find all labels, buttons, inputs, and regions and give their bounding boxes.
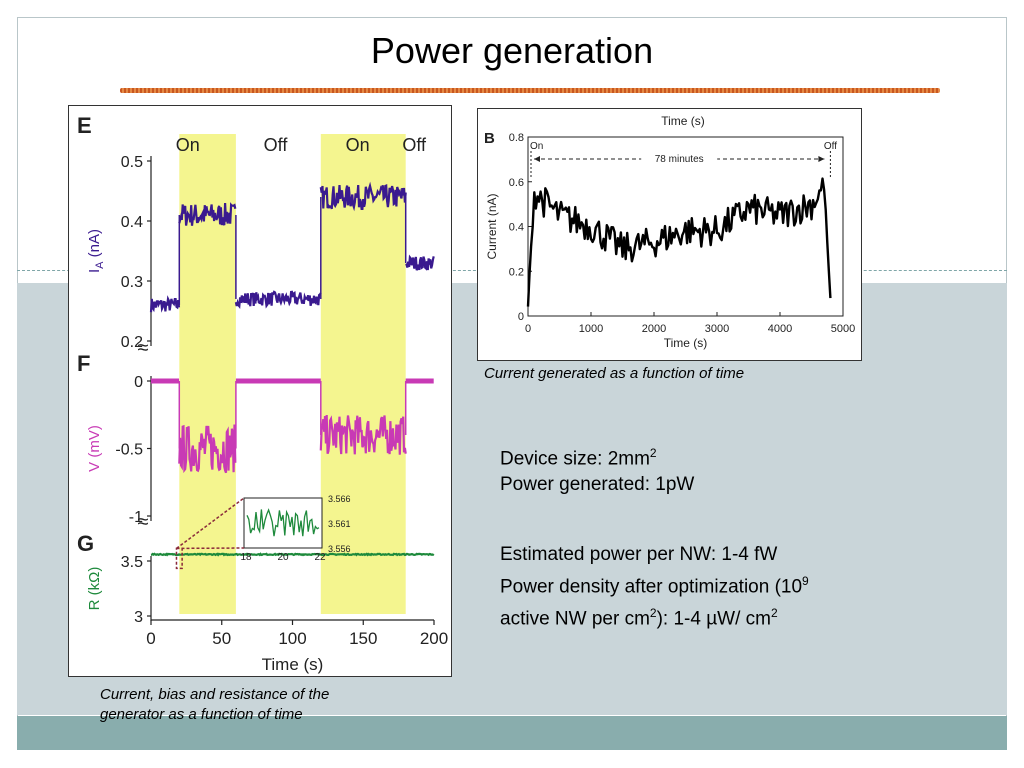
chart-b-x-tick-label: 0 xyxy=(525,323,531,335)
chart-b-y-tick-label: 0.4 xyxy=(509,222,524,234)
active-nw-sup2: 2 xyxy=(771,606,778,621)
series-trace-e xyxy=(319,181,407,212)
power-density-line: Power density after optimization (109 xyxy=(500,568,809,600)
caption-left-line-2: generator as a function of time xyxy=(100,706,303,723)
slide-title: Power generation xyxy=(370,30,654,71)
chart-b-arrowhead-right xyxy=(818,156,825,162)
inset-x-tick-label: 18 xyxy=(240,552,252,563)
series-trace-f xyxy=(319,414,407,455)
inset-x-tick-label: 20 xyxy=(277,552,289,563)
y-tick-label-f: 0 xyxy=(134,374,143,391)
chart-b-top-label: Time (s) xyxy=(661,114,705,128)
chart-b-on-label: On xyxy=(530,141,543,152)
chart-b-arrowhead-left xyxy=(534,156,540,162)
x-tick-label: 0 xyxy=(146,629,155,648)
y-tick-label-e: 0.3 xyxy=(121,274,143,291)
series-trace-f xyxy=(178,424,237,474)
chart-b-span-label-bg xyxy=(641,151,718,165)
series-trace-e xyxy=(234,290,322,309)
active-nw-post: ): 1-4 µW/ cm xyxy=(656,608,771,630)
state-label-on: On xyxy=(176,135,200,155)
state-label-off: Off xyxy=(264,135,289,155)
chart-b-y-axis-label: Current (nA) xyxy=(485,193,499,259)
inset-y-tick-label: 3.561 xyxy=(328,519,351,529)
chart-b-span-label: 78 minutes xyxy=(655,154,704,165)
axis-break-mark: ≈ xyxy=(138,337,149,359)
power-density-sup: 9 xyxy=(802,574,809,588)
device-size-line: Device size: 2mm2 xyxy=(500,440,694,472)
chart-b-y-tick-label: 0.8 xyxy=(509,132,524,144)
x-tick-label: 150 xyxy=(349,629,377,648)
y-tick-label-e: 0.4 xyxy=(121,214,143,231)
panel-label-b: B xyxy=(484,130,495,147)
zoom-connector xyxy=(176,497,245,550)
y-tick-label-g: 3 xyxy=(134,609,143,626)
series-trace-e xyxy=(149,295,181,313)
power-generated-text: Power generated: 1pW xyxy=(500,474,695,496)
active-nw-sup: 2 xyxy=(649,606,657,621)
active-nw-line: active NW per cm2): 1-4 µW/ cm2 xyxy=(500,600,809,632)
device-stats-block: Device size: 2mm2 Power generated: 1pW xyxy=(500,440,694,498)
device-size-sup: 2 xyxy=(649,446,657,460)
series-trace-g xyxy=(150,552,435,557)
inset-trace xyxy=(246,508,320,537)
series-trace-e xyxy=(178,202,237,226)
y-tick-label-g: 3.5 xyxy=(121,554,143,571)
chart-b-x-tick-label: 1000 xyxy=(579,323,603,335)
chart-b-x-tick-label: 2000 xyxy=(642,323,666,335)
y-axis-label-f: V (mV) xyxy=(86,425,103,472)
x-tick-label: 50 xyxy=(212,629,231,648)
power-per-nw-line: Estimated power per NW: 1-4 fW xyxy=(500,542,809,568)
on-interval-band xyxy=(320,134,406,614)
axis-break-mark: ≈ xyxy=(138,511,149,533)
y-axis-label-g: R (kΩ) xyxy=(86,567,103,611)
panel-label-g: G xyxy=(77,531,94,556)
power-density-text: Power density after optimization (10 xyxy=(500,576,803,598)
x-axis-label: Time (s) xyxy=(262,655,324,674)
active-nw-text: active NW per cm xyxy=(500,608,650,630)
caption-left: Current, bias and resistance of the gene… xyxy=(100,685,329,725)
footer-bar xyxy=(17,716,1007,750)
chart-b-x-tick-label: 4000 xyxy=(768,323,792,335)
figure-efg-panel: On Off On Off E 0.5 0.4 0.3 0.2 IA (nA) F 0 -0.5 -1 V … xyxy=(68,105,452,677)
state-label-off: Off xyxy=(402,135,427,155)
title-underline xyxy=(120,88,940,93)
chart-b-x-tick-label: 3000 xyxy=(705,323,729,335)
caption-right: Current generated as a function of time xyxy=(484,364,744,384)
on-interval-band xyxy=(179,134,236,614)
caption-left-line-1: Current, bias and resistance of the xyxy=(100,686,330,703)
panel-label-f: F xyxy=(77,351,90,376)
device-size-text: Device size: 2mm xyxy=(500,448,650,470)
chart-b-off-label: Off xyxy=(824,141,837,152)
panel-label-e: E xyxy=(77,113,92,138)
caption-right-text: Current generated as a function of time xyxy=(484,365,745,382)
chart-b-y-tick-label: 0.6 xyxy=(509,177,524,189)
state-label-on: On xyxy=(346,135,370,155)
figure-efg-chart: On Off On Off E 0.5 0.4 0.3 0.2 IA (nA) F 0 -0.5 -1 V … xyxy=(77,113,448,674)
y-tick-label-f: -1 xyxy=(129,509,143,526)
chart-b-y-tick-label: 0 xyxy=(518,311,524,323)
power-generated-line: Power generated: 1pW xyxy=(500,472,694,498)
figure-b-panel: Time (s) B 0.8 0.6 0.4 0.2 0 0 1000 2000 3000 4000 5… xyxy=(477,108,862,361)
estimate-block: Estimated power per NW: 1-4 fW Power den… xyxy=(500,542,809,633)
inset-y-tick-label: 3.556 xyxy=(328,544,351,554)
x-tick-label: 100 xyxy=(278,629,306,648)
series-trace-e xyxy=(405,254,435,271)
inset-y-tick-label: 3.566 xyxy=(328,494,351,504)
chart-b-y-tick-label: 0.2 xyxy=(509,266,524,278)
y-tick-label-e: 0.2 xyxy=(121,334,143,351)
figure-b-chart: Time (s) B 0.8 0.6 0.4 0.2 00 1000 2000 3000 4000 5… xyxy=(484,114,855,350)
chart-b-series-trace xyxy=(526,177,832,307)
inset-x-tick-label: 22 xyxy=(314,552,326,563)
y-tick-label-f: -0.5 xyxy=(115,442,143,459)
power-per-nw-text: Estimated power per NW: 1-4 fW xyxy=(500,544,778,565)
y-axis-label-e: IA (nA) xyxy=(86,229,106,273)
chart-b-x-axis-label: Time (s) xyxy=(664,336,708,350)
x-tick-label: 200 xyxy=(420,629,448,648)
chart-b-x-tick-label: 5000 xyxy=(831,323,855,335)
y-tick-label-e: 0.5 xyxy=(121,154,143,171)
